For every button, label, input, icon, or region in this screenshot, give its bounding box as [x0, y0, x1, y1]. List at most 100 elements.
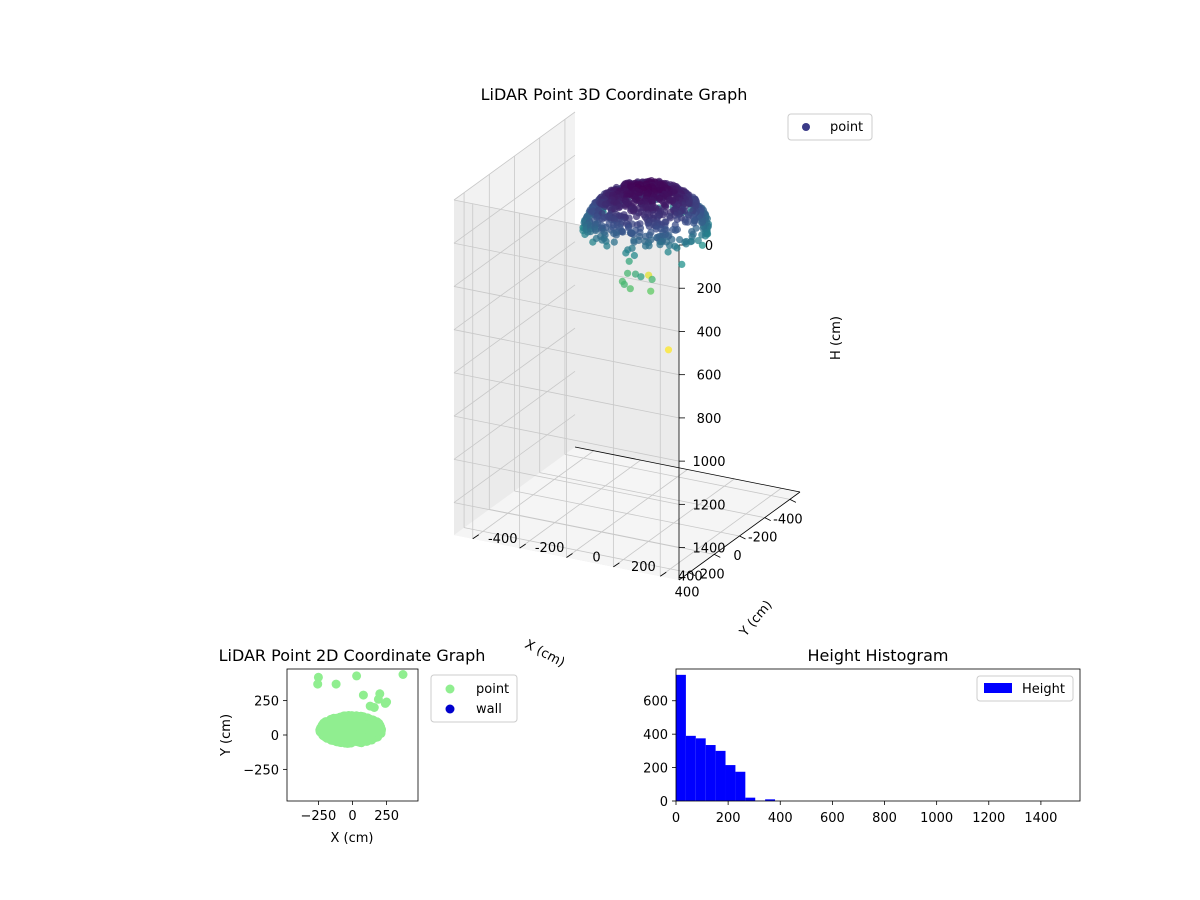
- scatter2d-point: [373, 694, 383, 704]
- scatter3d-point: [625, 257, 633, 265]
- scatter3d-point: [626, 285, 634, 293]
- scatter2d-point: [355, 734, 365, 744]
- y-tick-3d: [519, 543, 526, 549]
- grid-y-floor: [660, 487, 782, 577]
- scatter3d-point: [648, 275, 656, 283]
- scatter2d-point: [365, 701, 375, 711]
- x-tick-3d: [739, 535, 746, 540]
- scatter3d-point: [656, 241, 664, 249]
- z-tick-label-3d: 1000: [692, 455, 725, 470]
- scatter2d-point: [365, 732, 375, 742]
- x-tick-label-2d: 250: [374, 809, 399, 824]
- z-tick-label-3d: 1400: [692, 542, 725, 557]
- scatter3d-point: [620, 280, 628, 288]
- scatter2d-point: [382, 697, 392, 707]
- histogram-bar: [765, 799, 776, 801]
- grid-z-left: [453, 198, 576, 287]
- x-tick-label-hist: 0: [672, 811, 680, 826]
- scatter3d-point: [660, 200, 668, 208]
- scatter3d-point: [698, 231, 706, 239]
- z-tick-label-3d: 400: [697, 325, 722, 340]
- scatter2d-point: [376, 722, 385, 732]
- grid-z-left: [453, 371, 576, 460]
- scatter3d-point: [669, 226, 677, 234]
- scatter2d-point: [331, 679, 341, 689]
- scatter3d-point: [626, 183, 635, 191]
- scatter3d-panel: LiDAR Point 3D Coordinate Graph -400 -200…: [453, 85, 873, 671]
- grid-z-left: [453, 154, 576, 244]
- scatter3d-point: [676, 236, 684, 244]
- histogram-bar: [735, 771, 746, 801]
- z-tick-label-3d: 1200: [692, 498, 725, 513]
- scatter2d-point: [333, 718, 343, 728]
- scatter3d-point: [621, 201, 629, 209]
- axes-hist-frame: [675, 668, 1081, 802]
- scatter3d-point: [690, 219, 698, 227]
- scatter2d-point: [358, 690, 368, 700]
- histogram-bar: [715, 750, 726, 801]
- scatter3d-point: [630, 206, 638, 215]
- grid-y-floor: [472, 450, 594, 540]
- scatter2d-point: [313, 679, 323, 689]
- legend-2d-point-marker: [445, 684, 455, 694]
- y-tick-label-3d: 400: [678, 569, 703, 584]
- scatter3d-point: [611, 205, 619, 213]
- scatter3d-point: [678, 260, 686, 268]
- scatter2d-points: [313, 670, 408, 748]
- legend-hist-frame: [976, 675, 1074, 702]
- scatter2d-point: [313, 672, 323, 682]
- y-tick-label-3d: -200: [535, 541, 565, 556]
- z-tick-label-3d: 200: [697, 282, 722, 297]
- x-axis-label-2d: X (cm): [331, 831, 374, 846]
- scatter3d-point: [652, 225, 660, 233]
- grid-z-left: [453, 327, 576, 417]
- y-axis-label-3d: Y (cm): [736, 598, 775, 641]
- legend-3d-frame: [787, 113, 873, 141]
- grid-y-floor: [519, 459, 641, 549]
- x-tick-label-3d: 200: [700, 567, 725, 582]
- x-tick-label-3d: -200: [748, 531, 778, 546]
- scatter3d-point: [664, 346, 673, 354]
- scatter3d-point: [610, 238, 618, 246]
- chart-hist-title: Height Histogram: [808, 646, 949, 665]
- scatter2d-point: [339, 713, 349, 723]
- scatter3d-point: [642, 232, 650, 240]
- x-tick-label-hist: 400: [768, 811, 793, 826]
- grid-z-right: [453, 372, 680, 419]
- x-tick-3d: [714, 553, 721, 558]
- scatter2d-point: [347, 714, 357, 724]
- x-tick-label-2d: −250: [301, 809, 337, 824]
- scatter2d-panel: LiDAR Point 2D Coordinate Graph −250 0 250…: [219, 646, 518, 846]
- scatter3d-point: [637, 273, 645, 281]
- axes-3d-grid: [453, 111, 790, 577]
- x-tick-label-hist: 200: [716, 811, 741, 826]
- y-tick-label-2d: −250: [243, 763, 279, 778]
- histogram-bars: [676, 674, 776, 801]
- y-tick-3d: [613, 562, 620, 568]
- scatter3d-point: [622, 249, 630, 257]
- y-tick-label-hist: 400: [643, 728, 668, 743]
- legend-hist-swatch: [984, 683, 1012, 693]
- x-tick-3d: [764, 517, 771, 522]
- scatter2d-point: [345, 731, 355, 740]
- histogram-bar: [745, 797, 756, 801]
- z-tick-label-3d: 0: [705, 239, 713, 254]
- scatter3d-point: [630, 238, 638, 246]
- y-tick-label-2d: 250: [254, 695, 279, 710]
- x-tick-label-hist: 600: [820, 811, 845, 826]
- scatter2d-point: [361, 720, 371, 730]
- grid-z-left: [453, 241, 576, 331]
- histogram-bar: [705, 745, 716, 801]
- histogram-bar: [695, 738, 706, 801]
- x-tick-label-3d: -400: [773, 512, 803, 527]
- y-axis-label-2d: Y (cm): [219, 714, 234, 757]
- histogram-bar: [685, 735, 696, 801]
- y-tick-label-hist: 0: [660, 795, 668, 810]
- scatter3d-point: [698, 241, 707, 249]
- scatter3d-point: [653, 233, 661, 242]
- scatter3d-point: [631, 270, 640, 278]
- y-tick-label-hist: 600: [643, 695, 668, 710]
- scatter3d-point: [688, 228, 696, 236]
- scatter3d-point: [603, 242, 611, 250]
